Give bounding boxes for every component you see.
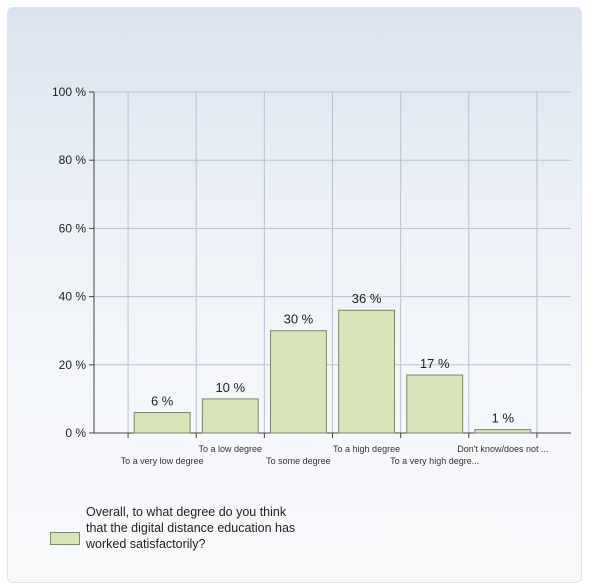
category-label: To a very high degre... <box>390 456 479 466</box>
legend-swatch <box>50 532 80 545</box>
data-label: 10 % <box>215 380 245 395</box>
bar <box>201 398 259 434</box>
data-label: 17 % <box>420 356 450 371</box>
bar <box>406 374 464 434</box>
legend-label: Overall, to what degree do you think tha… <box>86 505 296 551</box>
bar-chart: 0 % 20 % 40 % 60 % 80 % 100 % 6 % To a very low… <box>52 85 571 466</box>
chart-panel: 0 % 20 % 40 % 60 % 80 % 100 % 6 % To a very low… <box>7 7 582 583</box>
data-label: 36 % <box>352 291 382 306</box>
data-label: 6 % <box>151 394 174 409</box>
data-label: 1 % <box>492 411 515 426</box>
category-label: To a low degree <box>199 444 263 454</box>
category-label: To a very low degree <box>121 456 204 466</box>
y-tick-label: 40 % <box>59 290 87 304</box>
y-tick-label: 100 % <box>52 85 86 99</box>
category-label: Don't know/does not ... <box>457 444 548 454</box>
bar <box>474 429 532 434</box>
bar <box>338 309 396 434</box>
bar <box>133 412 191 434</box>
y-tick-label: 80 % <box>59 153 87 167</box>
category-label: To a high degree <box>333 444 400 454</box>
bar <box>269 330 327 434</box>
y-tick-label: 0 % <box>65 426 86 440</box>
data-label: 30 % <box>284 312 314 327</box>
y-tick-label: 60 % <box>59 221 87 235</box>
y-tick-label: 20 % <box>59 358 87 372</box>
category-label: To some degree <box>266 456 331 466</box>
